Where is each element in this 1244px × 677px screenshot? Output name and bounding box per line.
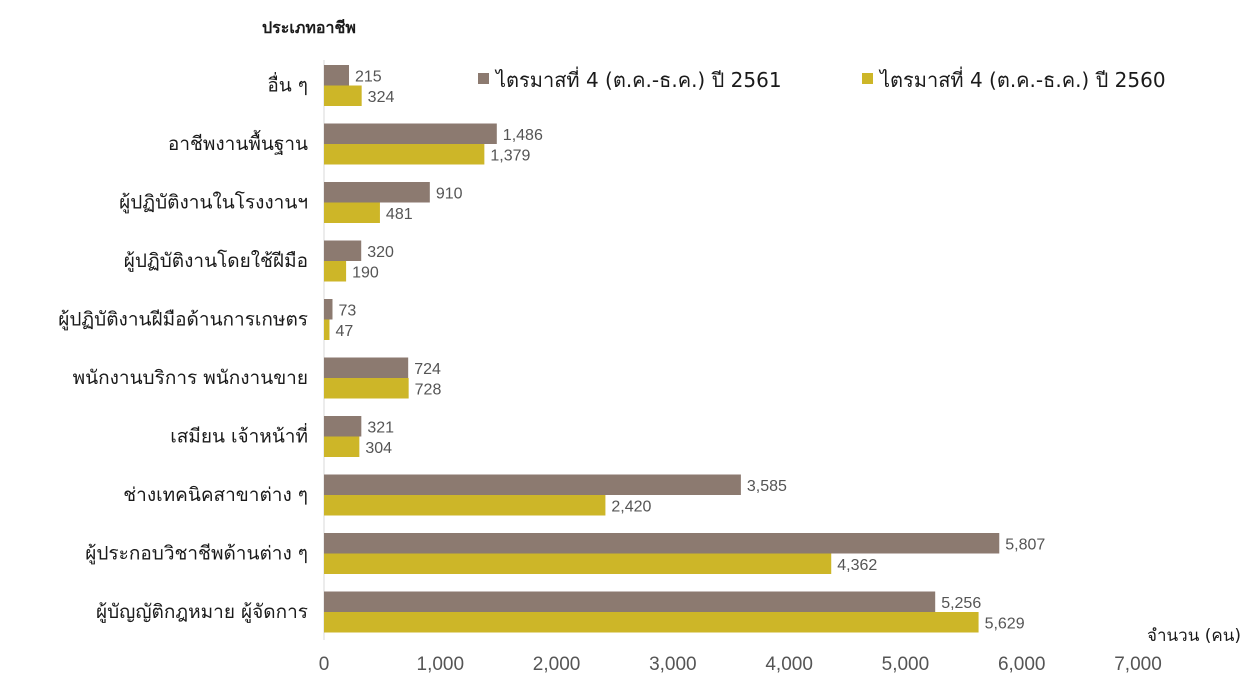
category-label: ผู้ประกอบวิชาชีพด้านต่าง ๆ <box>85 543 308 565</box>
data-label: 215 <box>355 68 382 85</box>
bar-2560 <box>324 85 362 106</box>
bar-2561 <box>324 357 409 378</box>
legend-label-2560: ไตรมาสที่ 4 (ต.ค.-ธ.ค.) ปี 2560 <box>878 66 1166 92</box>
bar-2561 <box>324 416 362 437</box>
category-label: ช่างเทคนิคสาขาต่าง ๆ <box>123 484 308 506</box>
data-label: 4,362 <box>837 557 877 574</box>
data-label: 481 <box>386 206 413 223</box>
category-label: ผู้ปฏิบัติงานฝีมือด้านการเกษตร <box>58 309 308 331</box>
x-tick-label: 1,000 <box>417 654 465 675</box>
data-label: 324 <box>368 89 395 106</box>
bar-2560 <box>324 144 485 165</box>
bar-2560 <box>324 436 360 457</box>
legend-swatch-2561 <box>478 73 489 84</box>
category-label: ผู้ปฏิบัติงานในโรงงานฯ <box>119 191 308 214</box>
bar-2561 <box>324 591 936 612</box>
bar-2561 <box>324 533 1000 554</box>
data-label: 304 <box>365 440 392 457</box>
category-label: ผู้บัญญัติกฎหมาย ผู้จัดการ <box>96 601 308 623</box>
data-label: 1,486 <box>503 127 543 144</box>
x-tick-label: 7,000 <box>1114 654 1162 675</box>
data-label: 190 <box>352 264 379 281</box>
plot-area: อื่น ๆ 215 324 อาชีพงานพื้นฐาน 1,486 1,379 ผู้… <box>58 60 1162 675</box>
x-axis-title: จำนวน (คน) <box>1147 626 1241 646</box>
category-label: ผู้ปฏิบัติงานโดยใช้ฝีมือ <box>124 249 308 272</box>
x-tick-label: 2,000 <box>533 654 581 675</box>
data-label: 320 <box>367 244 394 261</box>
data-label: 73 <box>338 302 356 319</box>
data-label: 1,379 <box>490 147 530 164</box>
data-label: 724 <box>414 361 441 378</box>
x-tick-label: 4,000 <box>765 654 813 675</box>
bar-2561 <box>324 240 362 261</box>
data-label: 321 <box>367 419 394 436</box>
bar-2560 <box>324 553 832 574</box>
bar-2561 <box>324 299 333 320</box>
bar-2560 <box>324 612 979 633</box>
category-label: พนักงานบริการ พนักงานขาย <box>73 367 308 389</box>
data-label: 2,420 <box>611 498 651 515</box>
data-label: 728 <box>415 381 442 398</box>
bar-2560 <box>324 378 409 399</box>
x-tick-label: 5,000 <box>882 654 930 675</box>
bar-2560 <box>324 495 606 516</box>
data-label: 5,629 <box>985 615 1025 632</box>
bar-2560 <box>324 202 380 223</box>
data-label: 3,585 <box>747 478 787 495</box>
bar-2560 <box>324 319 330 340</box>
x-tick-label: 3,000 <box>649 654 697 675</box>
bar-2561 <box>324 474 741 495</box>
legend-label-2561: ไตรมาสที่ 4 (ต.ค.-ธ.ค.) ปี 2561 <box>494 66 782 92</box>
category-label: อื่น ๆ <box>267 72 308 97</box>
legend-swatch-2560 <box>862 73 873 84</box>
chart-title: ประเภทอาชีพ <box>262 18 356 37</box>
x-tick-label: 0 <box>319 654 330 675</box>
legend: ไตรมาสที่ 4 (ต.ค.-ธ.ค.) ปี 2561 ไตรมาสที… <box>478 66 1166 92</box>
bar-2561 <box>324 65 350 86</box>
x-tick-label: 6,000 <box>998 654 1046 675</box>
category-label: อาชีพงานพื้นฐาน <box>168 130 308 155</box>
data-label: 47 <box>335 323 353 340</box>
data-label: 5,807 <box>1005 536 1045 553</box>
data-label: 5,256 <box>941 595 981 612</box>
bar-2560 <box>324 261 347 282</box>
data-label: 910 <box>436 185 463 202</box>
category-label: เสมียน เจ้าหน้าที่ <box>170 423 308 448</box>
bar-2561 <box>324 182 430 203</box>
bar-2561 <box>324 123 497 144</box>
